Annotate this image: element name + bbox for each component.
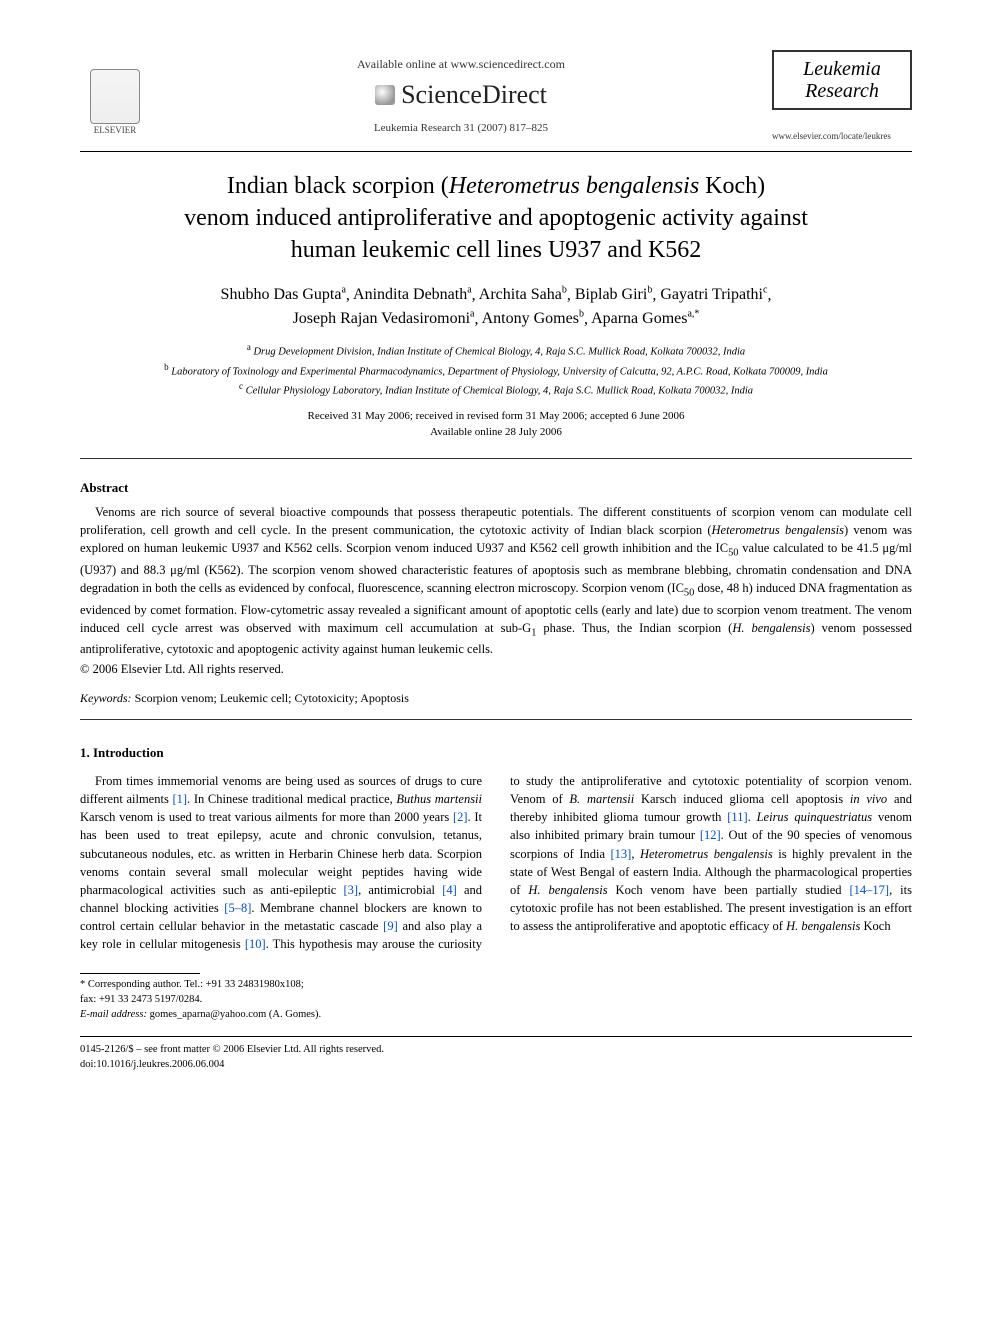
ref-link[interactable]: [10] xyxy=(245,937,266,951)
email-address[interactable]: gomes_aparna@yahoo.com xyxy=(150,1009,267,1020)
intro-columns: From times immemorial venoms are being u… xyxy=(80,772,912,953)
footnote-separator xyxy=(80,973,200,974)
title-l3: human leukemic cell lines U937 and K562 xyxy=(291,237,702,263)
author: Gayatri Tripathic xyxy=(660,286,767,303)
doi-line: doi:10.1016/j.leukres.2006.06.004 xyxy=(80,1058,912,1073)
sciencedirect-brand: ScienceDirect xyxy=(375,77,547,113)
title-species: Heterometrus bengalensis xyxy=(449,173,699,199)
ref-link[interactable]: [2] xyxy=(453,810,468,824)
sciencedirect-label: ScienceDirect xyxy=(401,77,547,113)
bottom-rule xyxy=(80,1036,912,1037)
email-who: (A. Gomes). xyxy=(266,1009,321,1020)
title-pre: Indian black scorpion ( xyxy=(227,173,449,199)
ref-link[interactable]: [1] xyxy=(172,792,187,806)
footnotes: * Corresponding author. Tel.: +91 33 248… xyxy=(80,978,912,1022)
history-l2: Available online 28 July 2006 xyxy=(430,426,562,438)
top-rule xyxy=(80,151,912,152)
ref-link[interactable]: [9] xyxy=(383,919,398,933)
citation-line: Leukemia Research 31 (2007) 817–825 xyxy=(150,121,772,136)
available-online-text: Available online at www.sciencedirect.co… xyxy=(150,56,772,73)
fax: fax: +91 33 2473 5197/0284. xyxy=(80,993,912,1008)
affiliations: a Drug Development Division, Indian Inst… xyxy=(80,341,912,399)
issn-line: 0145-2126/$ – see front matter © 2006 El… xyxy=(80,1043,912,1058)
center-header: Available online at www.sciencedirect.co… xyxy=(150,56,772,137)
ref-link[interactable]: [12] xyxy=(700,828,721,842)
email-label: E-mail address: xyxy=(80,1009,147,1020)
author: Joseph Rajan Vedasiromonia xyxy=(293,310,475,327)
article-history: Received 31 May 2006; received in revise… xyxy=(80,409,912,440)
corresponding-author: * Corresponding author. Tel.: +91 33 248… xyxy=(80,978,912,993)
sciencedirect-icon xyxy=(375,85,395,105)
email-line: E-mail address: gomes_aparna@yahoo.com (… xyxy=(80,1008,912,1023)
header-row: ELSEVIER Available online at www.science… xyxy=(80,50,912,143)
keywords-value: Scorpion venom; Leukemic cell; Cytotoxic… xyxy=(132,691,409,705)
ref-link[interactable]: [13] xyxy=(611,847,632,861)
article-title: Indian black scorpion (Heterometrus beng… xyxy=(80,170,912,267)
author: Aparna Gomesa,* xyxy=(591,310,699,327)
ref-link[interactable]: [14–17] xyxy=(849,883,889,897)
abstract-bottom-rule xyxy=(80,719,912,720)
author: Archita Sahab xyxy=(479,286,567,303)
abstract-copyright: © 2006 Elsevier Ltd. All rights reserved… xyxy=(80,661,912,679)
journal-box: Leukemia Research xyxy=(772,50,912,110)
affiliation-c: Cellular Physiology Laboratory, Indian I… xyxy=(246,385,753,396)
ref-link[interactable]: [4] xyxy=(442,883,457,897)
ref-link[interactable]: [11] xyxy=(727,810,747,824)
elsevier-tree-icon xyxy=(90,69,140,124)
journal-url: www.elsevier.com/locate/leukres xyxy=(772,130,912,143)
publisher-logo: ELSEVIER xyxy=(80,56,150,136)
journal-name-l2: Research xyxy=(805,80,879,102)
keywords: Keywords: Scorpion venom; Leukemic cell;… xyxy=(80,690,912,707)
section-heading-intro: 1. Introduction xyxy=(80,744,912,762)
author: Shubho Das Guptaa xyxy=(221,286,346,303)
abstract-body: Venoms are rich source of several bioact… xyxy=(80,503,912,658)
abstract-heading: Abstract xyxy=(80,479,912,497)
front-matter: 0145-2126/$ – see front matter © 2006 El… xyxy=(80,1043,912,1072)
keywords-label: Keywords: xyxy=(80,691,132,705)
author: Biplab Girib xyxy=(575,286,652,303)
affiliation-b: Laboratory of Toxinology and Experimenta… xyxy=(171,366,828,377)
journal-name-l1: Leukemia xyxy=(803,58,881,80)
title-post: Koch) xyxy=(699,173,765,199)
journal-box-wrap: Leukemia Research www.elsevier.com/locat… xyxy=(772,50,912,143)
journal-name: Leukemia Research xyxy=(788,58,896,102)
publisher-name: ELSEVIER xyxy=(94,124,137,137)
author: Antony Gomesb xyxy=(482,310,584,327)
authors-block: Shubho Das Guptaa, Anindita Debnatha, Ar… xyxy=(80,283,912,332)
history-l1: Received 31 May 2006; received in revise… xyxy=(308,410,685,422)
affiliation-a: Drug Development Division, Indian Instit… xyxy=(253,347,745,358)
ref-link[interactable]: [5–8] xyxy=(224,901,251,915)
ref-link[interactable]: [3] xyxy=(344,883,359,897)
author: Anindita Debnatha xyxy=(353,286,472,303)
title-l2: venom induced antiproliferative and apop… xyxy=(184,205,808,231)
intro-paragraph: From times immemorial venoms are being u… xyxy=(80,772,912,953)
abstract-top-rule xyxy=(80,458,912,459)
